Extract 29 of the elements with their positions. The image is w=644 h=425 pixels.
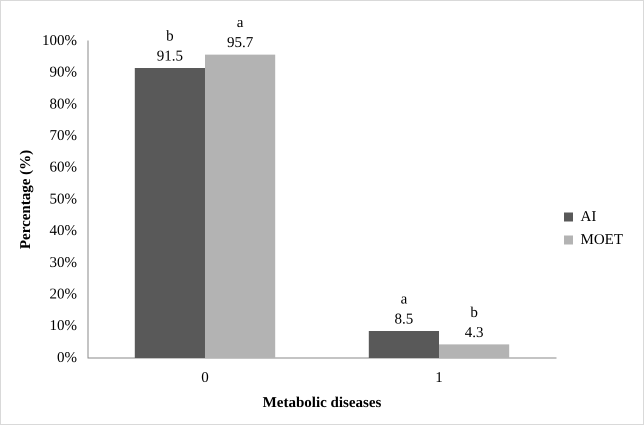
bar [368,331,440,358]
y-tick-label: 70% [49,128,77,144]
x-tick-label: 0 [201,370,209,386]
data-label: 4.3 [464,324,484,341]
bar [134,68,205,358]
y-tick-label: 30% [49,254,77,271]
y-tick-label: 10% [49,318,77,334]
x-axis-title: Metabolic diseases [262,394,382,411]
data-label: 91.5 [156,48,184,64]
annotation: b [470,304,478,321]
y-tick-label: 40% [49,223,77,240]
y-tick-label: 100% [42,32,77,49]
annotation: a [236,15,244,32]
y-axis-title: Percentage (%) [18,150,34,250]
legend-label: MOET [580,232,624,248]
y-tick-label: 50% [49,191,77,208]
y-tick-label: 80% [49,96,77,112]
y-tick-label: 90% [49,64,77,81]
y-tick-label: 20% [49,286,77,303]
annotation: a [400,291,408,308]
annotation: b [166,28,174,44]
y-tick-label: 0% [56,350,77,366]
data-label: 8.5 [394,311,414,328]
bar [205,54,276,358]
bar [439,344,510,358]
y-tick-label: 60% [49,160,77,176]
legend-label: AI [580,208,596,225]
data-label: 95.7 [226,35,254,52]
x-tick-label: 1 [435,370,443,386]
